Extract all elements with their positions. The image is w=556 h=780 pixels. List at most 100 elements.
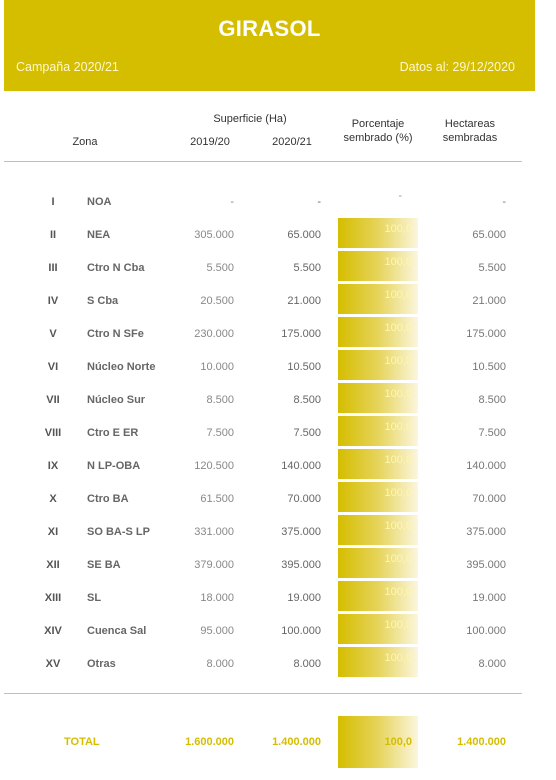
percent-cell — [338, 449, 418, 479]
percent-sown: 100,0 — [384, 487, 412, 499]
header-divider — [4, 161, 522, 162]
zone-name: Ctro BA — [87, 492, 129, 505]
percent-sown: 100,0 — [384, 619, 412, 631]
campaign-label: Campaña 2020/21 — [16, 60, 119, 74]
percent-cell — [338, 251, 418, 281]
percent-cell — [338, 581, 418, 611]
surface-2020-21: 21.000 — [287, 294, 321, 307]
hectares-sown: 70.000 — [472, 492, 506, 505]
table-row: XV Otras 8.000 8.000 100,0 8.000 — [0, 647, 556, 680]
zone-name: SE BA — [87, 558, 121, 571]
table-row: VIII Ctro E ER 7.500 7.500 100,0 7.500 — [0, 416, 556, 449]
surface-2019-20: 8.000 — [206, 657, 234, 670]
percent-sown: 100,0 — [384, 355, 412, 367]
table-row: I NOA - - - - — [0, 185, 556, 218]
percent-cell — [338, 515, 418, 545]
zone-name: NEA — [87, 228, 111, 241]
table-row: XI SO BA-S LP 331.000 375.000 100,0 375.000 — [0, 515, 556, 548]
zone-name: SL — [87, 591, 102, 604]
zone-number: XIV — [44, 624, 62, 637]
surface-2019-20: 8.500 — [206, 393, 234, 406]
surface-2019-20: 20.500 — [200, 294, 234, 307]
zone-name: Núcleo Sur — [87, 393, 146, 406]
zone-number: XV — [45, 657, 61, 670]
zone-number: XI — [47, 525, 59, 538]
percent-header-line2: sembrado (%) — [343, 132, 413, 144]
hectares-sown: 375.000 — [466, 525, 506, 538]
table-row: VII Núcleo Sur 8.500 8.500 100,0 8.500 — [0, 383, 556, 416]
zone-name: N LP-OBA — [87, 459, 141, 472]
total-percent-cell — [338, 716, 418, 768]
surface-2019-20: 305.000 — [194, 228, 234, 241]
zone-number: VIII — [44, 426, 62, 439]
surface-2020-21: 175.000 — [281, 327, 321, 340]
total-label: TOTAL — [64, 736, 100, 748]
table-row: V Ctro N SFe 230.000 175.000 100,0 175.000 — [0, 317, 556, 350]
hectares-sown: 21.000 — [472, 294, 506, 307]
hectares-sown: 7.500 — [478, 426, 506, 439]
percent-sown: - — [398, 190, 402, 202]
percent-cell — [338, 383, 418, 413]
percent-sown: 100,0 — [384, 256, 412, 268]
percent-sown: 100,0 — [384, 421, 412, 433]
percent-header-line1: Porcentaje — [351, 118, 405, 130]
page-title: GIRASOL — [218, 16, 321, 41]
zone-number: III — [48, 261, 58, 274]
zone-name: S Cba — [87, 294, 119, 307]
table-row: IV S Cba 20.500 21.000 100,0 21.000 — [0, 284, 556, 317]
surface-2020-21: 395.000 — [281, 558, 321, 571]
surface-2019-20: 10.000 — [200, 360, 234, 373]
surface-2020-21: 10.500 — [287, 360, 321, 373]
zone-number: VII — [46, 393, 60, 406]
surface-2020-21: 5.500 — [293, 261, 321, 274]
zone-number: IX — [47, 459, 59, 472]
data-date-label: Datos al: 29/12/2020 — [399, 60, 515, 74]
percent-sown: 100,0 — [384, 652, 412, 664]
zone-number: V — [49, 327, 57, 340]
surface-2020-21: 375.000 — [281, 525, 321, 538]
percent-cell — [338, 350, 418, 380]
percent-cell — [338, 647, 418, 677]
surface-2020-21: 8.500 — [293, 393, 321, 406]
hectares-sown: 65.000 — [472, 228, 506, 241]
surface-2019-20: 120.500 — [194, 459, 234, 472]
hectares-sown: 8.500 — [478, 393, 506, 406]
surface-column-header: Superficie (Ha) — [213, 113, 287, 125]
percent-sown: 100,0 — [384, 388, 412, 400]
percent-cell — [338, 317, 418, 347]
surface-2020-21: 19.000 — [287, 591, 321, 604]
zone-number: VI — [47, 360, 59, 373]
zone-number: II — [49, 228, 57, 241]
percent-cell — [338, 548, 418, 578]
surface-2019-20: 95.000 — [200, 624, 234, 637]
percent-sown: 100,0 — [384, 289, 412, 301]
surface-2019-20: 5.500 — [206, 261, 234, 274]
hectares-sown: 140.000 — [466, 459, 506, 472]
year2-column-header: 2020/21 — [272, 136, 312, 148]
percent-sown: 100,0 — [384, 520, 412, 532]
zone-name: Otras — [87, 657, 116, 670]
table-row: XIV Cuenca Sal 95.000 100.000 100,0 100.000 — [0, 614, 556, 647]
total-year1-value: 1.600.000 — [185, 736, 234, 748]
zone-number: IV — [47, 294, 59, 307]
percent-sown: 100,0 — [384, 322, 412, 334]
surface-2019-20: 61.500 — [200, 492, 234, 505]
surface-2019-20: 18.000 — [200, 591, 234, 604]
surface-2020-21: 100.000 — [281, 624, 321, 637]
surface-2020-21: 8.000 — [293, 657, 321, 670]
surface-2019-20: 379.000 — [194, 558, 234, 571]
table-row: VI Núcleo Norte 10.000 10.500 100,0 10.500 — [0, 350, 556, 383]
total-year2-value: 1.400.000 — [272, 736, 321, 748]
table-row: XII SE BA 379.000 395.000 100,0 395.000 — [0, 548, 556, 581]
total-percent-value: 100,0 — [384, 736, 412, 748]
hectares-sown: 10.500 — [472, 360, 506, 373]
zone-number: XII — [46, 558, 60, 571]
hectares-column-header: Hectareas sembradas — [430, 117, 510, 145]
zone-name: Ctro N SFe — [87, 327, 144, 340]
surface-2019-20: - — [230, 195, 234, 208]
hectares-header-line1: Hectareas — [444, 118, 496, 130]
zone-name: SO BA-S LP — [87, 525, 150, 538]
zone-name: Ctro N Cba — [87, 261, 145, 274]
percent-cell — [338, 218, 418, 248]
percent-cell — [338, 284, 418, 314]
